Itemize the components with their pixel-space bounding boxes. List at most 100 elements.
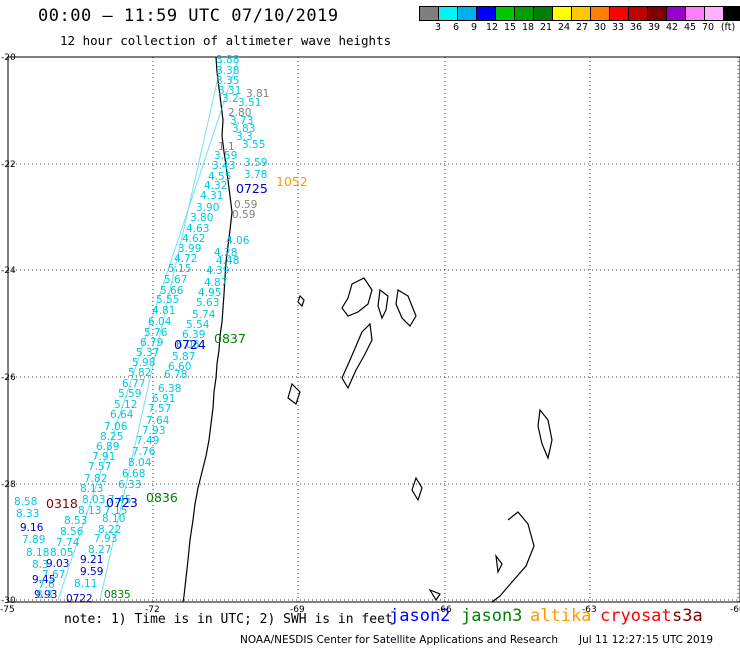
wave-height-label: 8.3 (32, 559, 49, 571)
wave-height-label: 3.55 (242, 139, 265, 151)
colorbar-label: 42 (665, 22, 679, 33)
colorbar-label: 21 (539, 22, 553, 33)
wave-height-label: 3.88 (216, 54, 239, 66)
colorbar-label: 36 (629, 22, 643, 33)
longitude-tick-label: -72 (145, 605, 160, 615)
satellite-label-jason3: jason3 (461, 606, 523, 626)
wave-height-label: 8.56 (60, 526, 84, 538)
wave-height-label: 5.37 (136, 347, 159, 359)
wave-height-label: 7.45 (108, 494, 131, 506)
wave-height-label: 4.31 (200, 190, 223, 202)
colorbar-label: 39 (647, 22, 661, 33)
colorbar-label: 15 (503, 22, 517, 33)
colorbar-label: 6 (452, 22, 460, 33)
wave-height-label: 8.04 (128, 457, 152, 469)
wave-height-label: 8.25 (100, 431, 123, 443)
wave-height-label: 9.93 (34, 589, 57, 601)
colorbar-label: 45 (683, 22, 697, 33)
wave-height-label: 7.57 (148, 403, 171, 415)
wave-height-label: 3.90 (196, 202, 219, 214)
latitude-tick-label: -24 (1, 266, 16, 276)
wave-height-label: 5.66 (160, 285, 184, 297)
wave-height-label: 7.89 (22, 534, 45, 546)
wave-height-label: 3.78 (244, 169, 267, 181)
wave-height-label: 5.54 (186, 319, 210, 331)
wave-height-label: 3.73 (230, 115, 253, 127)
latitude-tick-label: -22 (1, 160, 16, 170)
wave-height-label: 5.76 (144, 327, 168, 339)
wave-height-label: 3.99 (178, 243, 201, 255)
generated-timestamp: Jul 11 12:27:15 UTC 2019 (579, 634, 714, 646)
wave-height-label: 6.79 (140, 337, 163, 349)
wave-height-label: 3.38 (216, 65, 239, 77)
wave-height-label: 4.32 (204, 180, 227, 192)
wave-height-label: 1.1 (218, 141, 235, 153)
wave-height-label: 3.2 (222, 93, 239, 105)
wave-height-label: 6.78 (164, 369, 187, 381)
colorbar-label: 70 (701, 22, 715, 33)
wave-height-label: 0.59 (234, 199, 257, 211)
colorbar-labels: 3 6 9 12 15 18 21 24 27 30 33 36 39 42 45 70 (ft) (420, 22, 740, 36)
longitude-tick-label: -75 (0, 605, 15, 615)
wave-height-label: 7.64 (146, 415, 170, 427)
wave-height-label: 6.77 (122, 378, 145, 390)
wave-height-label: 6.33 (118, 479, 141, 491)
satellite-label-s3a: s3a (672, 606, 703, 626)
pass-time-label: 0836 (146, 490, 178, 505)
wave-height-label: 6.38 (158, 383, 181, 395)
ground-tracks (57, 59, 239, 601)
latitude-tick-label: -30 (1, 596, 16, 606)
coastline (182, 56, 553, 603)
wave-height-label: 6.68 (122, 468, 145, 480)
wave-height-label: 8.03 (82, 494, 105, 506)
wave-height-label: 5.15 (168, 263, 191, 275)
graticule (7, 56, 740, 602)
wave-height-label: 6.91 (152, 393, 175, 405)
wave-height-label: 8.3 (36, 589, 53, 601)
wave-height-label: 7.67 (42, 569, 65, 581)
satellite-label-cryosat: cryosat (600, 606, 672, 626)
wave-height-label: 8.11 (74, 578, 97, 590)
wave-height-label: 5.67 (164, 274, 187, 286)
map-title: 00:00 – 11:59 UTC 07/10/2019 (38, 6, 339, 26)
longitude-tick-label: -66 (437, 605, 452, 615)
colorbar-label: 9 (470, 22, 478, 33)
wave-height-label: 7.91 (92, 451, 115, 463)
wave-height-label: 8.58 (14, 496, 37, 508)
satellite-label-jason2: jason2 (389, 606, 451, 626)
wave-height-label: 4.72 (174, 253, 197, 265)
wave-height-label: 0835 (104, 589, 131, 601)
wave-height-label: 7.76 (132, 446, 156, 458)
colorbar-label: 12 (485, 22, 499, 33)
wave-height-label: 3.59 (244, 157, 267, 169)
wave-height-label: 8.13 (78, 505, 101, 517)
wave-height-label: 0.59 (232, 209, 255, 221)
wave-height-label: 4.55 (208, 171, 231, 183)
wave-height-label: 7.49 (136, 435, 159, 447)
pass-time-label: 1052 (276, 174, 308, 189)
wave-height-label: 8.05 (50, 547, 73, 559)
wave-height-label: 3.83 (232, 123, 255, 135)
latitude-tick-label: -28 (1, 480, 16, 490)
wave-height-label: 8.18 (26, 547, 49, 559)
wave-height-label: 0722 (66, 593, 93, 605)
wave-height-label: 7.06 (104, 421, 128, 433)
wave-height-label: 7.15 (104, 505, 127, 517)
wave-height-label: 2.80 (228, 107, 251, 119)
wave-height-labels: 3.883.383.353.313.2 3.813.512.803.733.833… (14, 54, 269, 605)
wave-height-label: 6.60 (168, 361, 191, 373)
wave-height-label: 3.81 (246, 88, 269, 100)
wave-height-label: 9.59 (80, 566, 103, 578)
wave-height-label: 4.62 (182, 233, 205, 245)
longitude-tick-label: -60 (730, 605, 740, 615)
colorbar-label: 33 (611, 22, 625, 33)
colorbar-unit: (ft) (720, 22, 736, 33)
wave-height-label: 4.95 (198, 287, 221, 299)
wave-height-label: 6.04 (148, 316, 172, 328)
colorbar-label: 3 (434, 22, 442, 33)
wave-height-label: 8.27 (88, 544, 111, 556)
wave-height-label: 5.82 (128, 367, 151, 379)
longitude-tick-label: -63 (582, 605, 597, 615)
wave-height-label: 4.63 (186, 223, 209, 235)
wave-height-label: 8.10 (102, 513, 125, 525)
